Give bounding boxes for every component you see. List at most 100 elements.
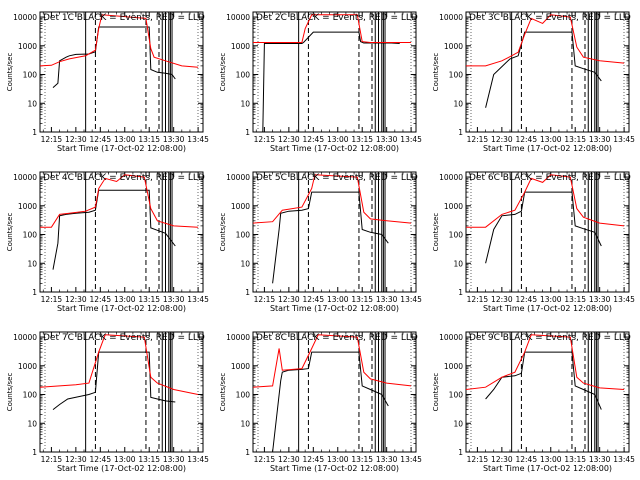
x-tick-label: 13:00	[540, 135, 562, 144]
plot-frame	[465, 171, 630, 293]
x-axis-label: Start Time (17-Oct-02 12:08:00)	[270, 464, 399, 473]
chart-title: Det 3C BLACK = Events, RED = LLD	[469, 13, 631, 23]
x-tick-label: 13:15	[351, 295, 373, 304]
x-tick-label: 12:30	[65, 455, 87, 464]
y-tick-label: 100	[236, 231, 251, 240]
events-series-line	[485, 351, 602, 410]
y-tick-label: 1000	[18, 42, 37, 51]
detector-panel-8: 1 10 100 1000 10000 12:15 12:30 12:45 13:00 13:15…	[219, 331, 422, 473]
x-tick-label: 12:45	[89, 455, 111, 464]
events-series-line	[272, 351, 389, 453]
y-tick-label: 10000	[226, 333, 250, 342]
x-tick-label: 12:30	[491, 135, 513, 144]
y-tick-label: 10000	[439, 13, 463, 22]
y-tick-label: 10	[27, 99, 37, 108]
x-tick-label: 13:30	[589, 295, 611, 304]
events-series-line	[272, 191, 389, 284]
lld-series-line	[252, 334, 412, 388]
plot-frame	[39, 11, 204, 133]
x-tick-label: 13:00	[540, 455, 562, 464]
y-axis-label: Counts/sec	[219, 53, 227, 92]
y-tick-label: 1	[458, 128, 463, 137]
detector-panel-5: 1 10 100 1000 10000 12:15 12:30 12:45 13:00 13:15…	[219, 171, 422, 313]
x-tick-label: 12:15	[467, 455, 489, 464]
x-axis-label: Start Time (17-Oct-02 12:08:00)	[270, 304, 399, 313]
detector-panel-2: 1 10 100 1000 10000 12:15 12:30 12:45 13:00 13:15…	[219, 11, 422, 153]
x-tick-label: 12:45	[515, 295, 537, 304]
y-tick-label: 1	[458, 448, 463, 457]
x-tick-label: 13:45	[400, 295, 422, 304]
y-axis-label: Counts/sec	[219, 213, 227, 252]
y-tick-label: 1	[458, 288, 463, 297]
y-tick-label: 10000	[13, 13, 37, 22]
x-axis-label: Start Time (17-Oct-02 12:08:00)	[57, 144, 186, 153]
plot-frame	[252, 171, 417, 293]
x-tick-label: 12:15	[41, 135, 63, 144]
y-tick-label: 10	[453, 99, 463, 108]
x-tick-label: 13:00	[114, 295, 136, 304]
y-tick-label: 1000	[18, 362, 37, 371]
chart-title: Det 4C BLACK = Events, RED = LLD	[43, 173, 205, 183]
y-tick-label: 100	[23, 391, 38, 400]
x-tick-label: 12:15	[41, 295, 63, 304]
y-tick-label: 10	[453, 259, 463, 268]
y-axis-label: Counts/sec	[219, 373, 227, 412]
y-tick-label: 10000	[226, 173, 250, 182]
x-tick-label: 13:45	[613, 295, 635, 304]
chart-title: Det 7C BLACK = Events, RED = LLD	[43, 333, 205, 343]
lld-series-line	[39, 334, 199, 395]
events-series-line	[52, 351, 176, 410]
y-axis-label: Counts/sec	[432, 213, 440, 252]
y-axis-label: Counts/sec	[6, 53, 14, 92]
x-axis-label: Start Time (17-Oct-02 12:08:00)	[483, 304, 612, 313]
y-tick-label: 1	[32, 448, 37, 457]
detector-panel-1: 1 10 100 1000 10000 12:15 12:30 12:45 13:00 13:15…	[6, 11, 209, 153]
plot-frame	[39, 171, 204, 293]
lld-series-line	[465, 334, 625, 390]
y-axis-label: Counts/sec	[432, 53, 440, 92]
x-tick-label: 13:45	[613, 135, 635, 144]
x-tick-label: 12:15	[254, 295, 276, 304]
plot-frame	[39, 331, 204, 453]
x-tick-label: 12:15	[254, 135, 276, 144]
chart-title: Det 2C BLACK = Events, RED = LLD	[256, 13, 418, 23]
x-tick-label: 13:45	[187, 135, 209, 144]
x-tick-label: 12:15	[467, 295, 489, 304]
x-tick-label: 13:30	[163, 135, 185, 144]
y-tick-label: 1000	[444, 42, 463, 51]
x-tick-label: 13:00	[114, 455, 136, 464]
x-tick-label: 13:30	[376, 295, 398, 304]
x-tick-label: 13:00	[327, 135, 349, 144]
lld-series-line	[252, 174, 412, 224]
x-tick-label: 13:00	[540, 295, 562, 304]
x-tick-label: 12:30	[278, 295, 300, 304]
x-tick-label: 12:45	[515, 455, 537, 464]
x-tick-label: 13:30	[163, 295, 185, 304]
y-tick-label: 100	[449, 391, 464, 400]
y-tick-label: 1	[32, 128, 37, 137]
y-tick-label: 100	[236, 71, 251, 80]
x-tick-label: 13:00	[114, 135, 136, 144]
lld-series-line	[466, 14, 625, 67]
y-tick-label: 100	[23, 231, 38, 240]
plot-frame	[465, 331, 630, 453]
x-tick-label: 12:45	[89, 295, 111, 304]
x-tick-label: 12:15	[254, 455, 276, 464]
x-tick-label: 12:30	[65, 295, 87, 304]
y-tick-label: 10000	[439, 333, 463, 342]
y-tick-label: 10	[240, 259, 250, 268]
y-tick-label: 1000	[444, 362, 463, 371]
y-tick-label: 10000	[226, 13, 250, 22]
x-tick-label: 13:15	[351, 135, 373, 144]
y-axis-label: Counts/sec	[432, 373, 440, 412]
y-tick-label: 10000	[13, 333, 37, 342]
y-tick-label: 1000	[231, 202, 250, 211]
chart-title: Det 6C BLACK = Events, RED = LLD	[469, 173, 631, 183]
x-axis-label: Start Time (17-Oct-02 12:08:00)	[483, 144, 612, 153]
y-tick-label: 10000	[13, 173, 37, 182]
events-series-line	[52, 26, 176, 88]
x-tick-label: 12:30	[65, 135, 87, 144]
x-tick-label: 12:30	[491, 295, 513, 304]
y-tick-label: 100	[449, 231, 464, 240]
y-tick-label: 1	[245, 128, 250, 137]
